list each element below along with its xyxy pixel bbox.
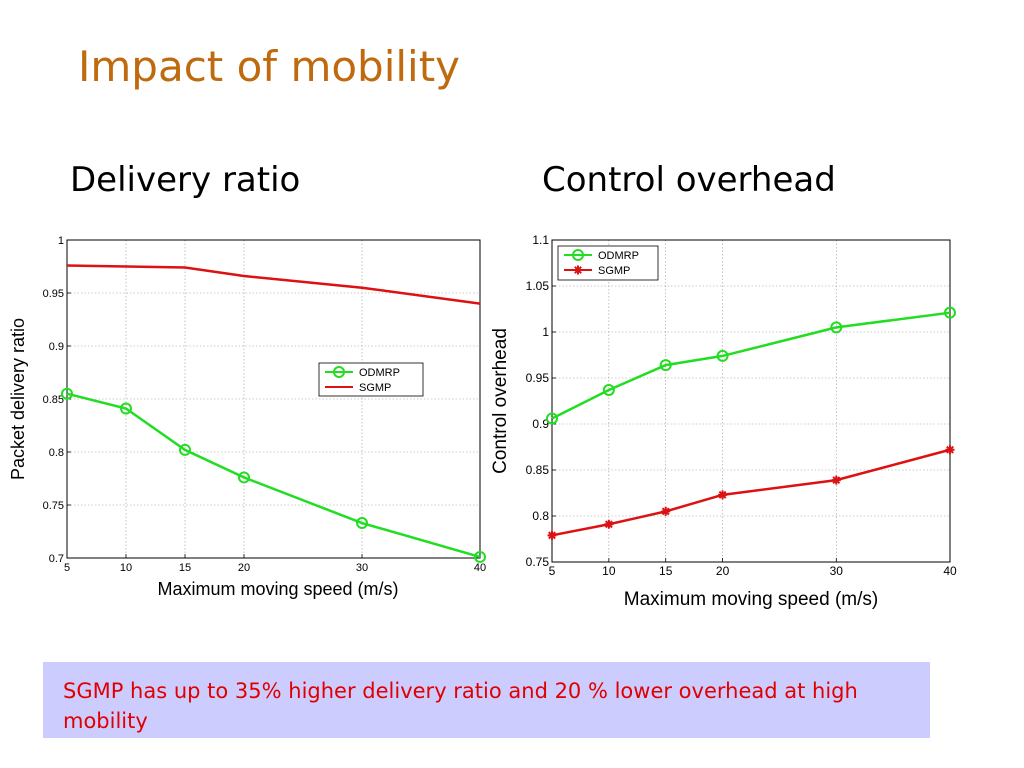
data-point-odmrp (602, 383, 615, 396)
data-point-odmrp (830, 321, 843, 334)
data-point-odmrp (61, 387, 73, 400)
y-tick-label: 0.95 (43, 288, 64, 300)
y-tick-label: 1.05 (526, 279, 550, 293)
y-axis-label: Packet delivery ratio (8, 318, 28, 480)
y-tick-label: 1.1 (532, 233, 549, 247)
legend-label-sgmp: SGMP (598, 265, 630, 277)
plot-frame (551, 239, 951, 563)
x-tick-label: 15 (179, 562, 191, 574)
y-tick-label: 0.75 (526, 555, 550, 569)
data-point-odmrp (179, 443, 191, 456)
x-tick-label: 40 (943, 564, 957, 578)
legend-marker-odmrp (572, 249, 584, 261)
legend-marker-sgmp (573, 265, 583, 275)
data-point-sgmp (604, 519, 614, 529)
y-tick-label: 0.7 (49, 553, 64, 565)
legend-label-odmrp: ODMRP (359, 367, 400, 379)
x-axis-label: Maximum moving speed (m/s) (624, 589, 878, 610)
y-tick-label: 1 (542, 325, 549, 339)
x-tick-label: 30 (356, 562, 368, 574)
legend-label-sgmp: SGMP (359, 382, 391, 394)
legend: ODMRP SGMP (318, 362, 424, 397)
y-tick-label: 0.75 (43, 500, 64, 512)
x-axis-label: Maximum moving speed (m/s) (157, 579, 398, 599)
legend-box (318, 362, 424, 397)
data-point-odmrp (474, 550, 486, 563)
plot-area (552, 240, 950, 562)
y-tick-label: 1 (58, 235, 64, 247)
data-point-sgmp (718, 490, 728, 500)
y-tick-label: 0.85 (43, 394, 64, 406)
legend: ODMRP SGMP (557, 245, 659, 281)
data-point-odmrp (120, 402, 132, 415)
series-sgmp (66, 264, 481, 305)
x-tick-label: 10 (602, 564, 616, 578)
series-sgmp (547, 445, 955, 540)
y-tick-label: 0.85 (526, 463, 550, 477)
slide-title: Impact of mobility (78, 42, 461, 91)
legend-label-odmrp: ODMRP (598, 250, 639, 262)
y-tick-label: 0.9 (49, 341, 64, 353)
data-point-odmrp (356, 517, 368, 530)
data-point-sgmp (945, 445, 955, 455)
x-tick-label: 15 (659, 564, 673, 578)
y-axis-label: Control overhead (490, 328, 511, 474)
control-overhead-heading: Control overhead (542, 160, 836, 200)
delivery-ratio-heading: Delivery ratio (70, 160, 301, 200)
series-line-sgmp (66, 264, 481, 305)
x-tick-label: 10 (120, 562, 132, 574)
summary-note: SGMP has up to 35% higher delivery ratio… (43, 662, 930, 738)
data-point-odmrp (944, 306, 956, 319)
data-point-sgmp (831, 475, 841, 485)
data-point-sgmp (547, 530, 557, 540)
x-tick-label: 20 (716, 564, 730, 578)
x-tick-label: 5 (64, 562, 70, 574)
data-point-odmrp (659, 359, 672, 372)
x-tick-label: 30 (830, 564, 844, 578)
data-point-odmrp (238, 471, 250, 484)
data-point-odmrp (546, 412, 558, 425)
x-tick-label: 40 (474, 562, 486, 574)
series-odmrp (546, 306, 956, 425)
control-overhead-chart: 5 10 15 20 30 40 0.75 0.8 0.85 0.9 0.95 1 1.05 1.1 Max… (490, 233, 957, 610)
legend-marker-odmrp (333, 366, 345, 378)
y-tick-label: 0.9 (532, 417, 549, 431)
x-tick-label: 20 (238, 562, 250, 574)
series-line-odmrp (551, 311, 951, 420)
delivery-ratio-chart: 5 10 15 20 30 40 0.7 0.75 0.8 0.85 0.9 0.95 1 Maximum… (8, 235, 486, 599)
x-tick-label: 5 (549, 564, 556, 578)
y-tick-label: 0.8 (532, 509, 549, 523)
series-line-odmrp (66, 392, 481, 559)
data-point-odmrp (716, 349, 729, 362)
y-tick-label: 0.95 (526, 371, 550, 385)
data-point-sgmp (661, 506, 671, 516)
y-tick-label: 0.8 (49, 447, 64, 459)
series-odmrp (61, 387, 486, 563)
series-line-sgmp (551, 448, 951, 537)
